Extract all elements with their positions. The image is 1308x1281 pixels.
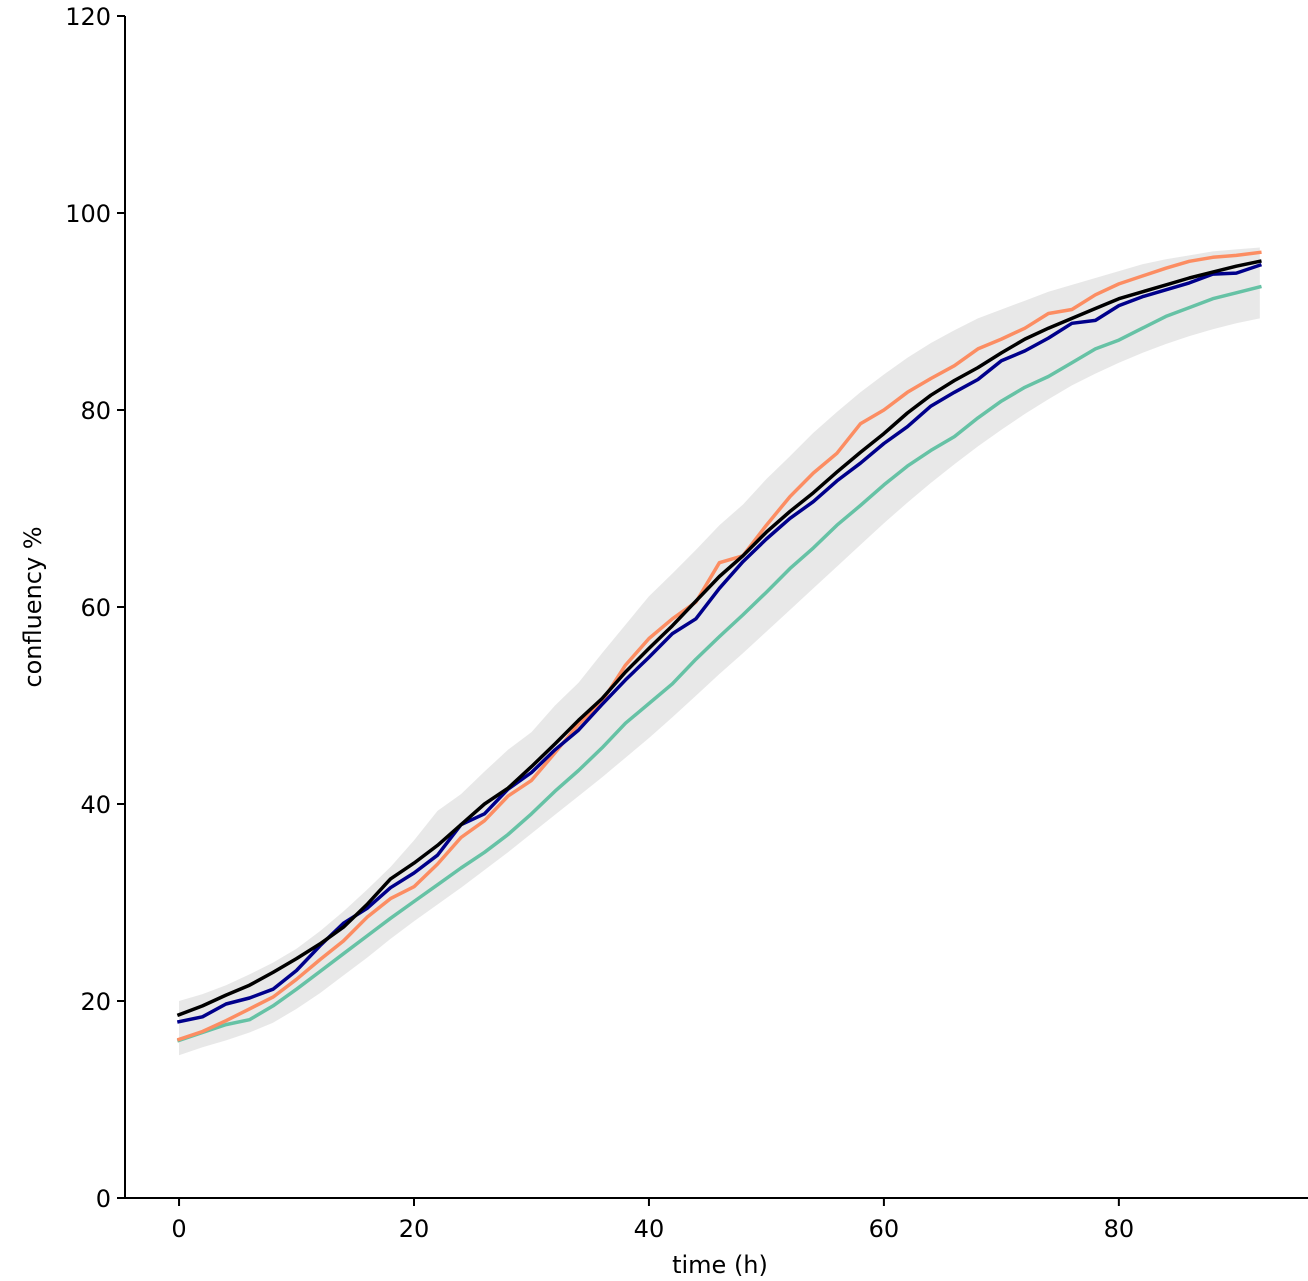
x-axis-label: time (h): [672, 1251, 768, 1279]
y-tick-label: 20: [80, 988, 111, 1016]
y-tick-label: 40: [80, 791, 111, 819]
error-band-layer: [179, 247, 1260, 1056]
x-ticks: 0 20 40 60 80: [171, 1198, 1134, 1243]
y-axis-label: confluency %: [19, 526, 47, 687]
series-line-4: [176, 259, 1262, 1018]
x-tick-label: 40: [634, 1215, 665, 1243]
x-tick-label: 20: [399, 1215, 430, 1243]
y-tick-label: 80: [80, 397, 111, 425]
series-layer: [176, 250, 1263, 1043]
confidence-band: [179, 247, 1260, 1056]
x-tick-label: 60: [869, 1215, 900, 1243]
x-tick-label: 80: [1104, 1215, 1135, 1243]
y-tick-label: 120: [65, 3, 111, 31]
series-line-1: [176, 284, 1262, 1043]
x-tick-label: 0: [171, 1215, 186, 1243]
y-tick-label: 100: [65, 200, 111, 228]
y-ticks: 0 20 40 60 80 100 120: [65, 3, 125, 1213]
series-line-2: [176, 250, 1262, 1042]
y-tick-label: 60: [80, 594, 111, 622]
y-tick-label: 0: [96, 1185, 111, 1213]
